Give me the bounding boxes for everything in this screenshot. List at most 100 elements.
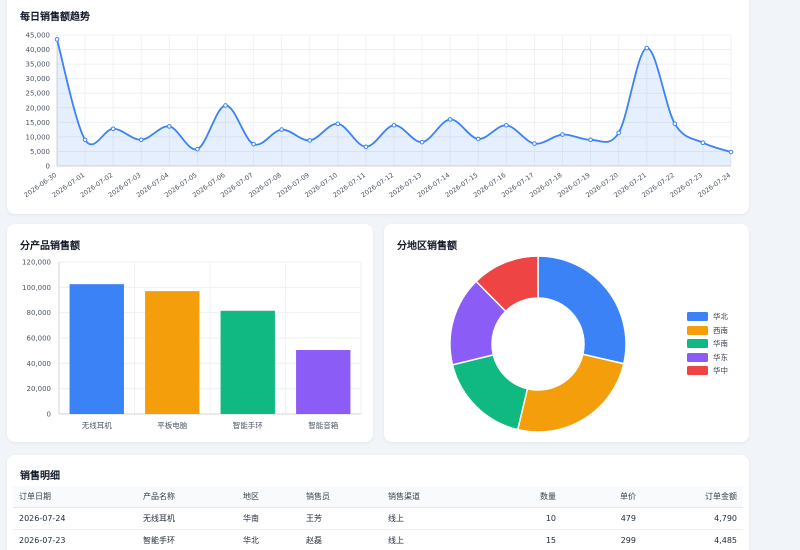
sales-area-fill xyxy=(57,39,731,166)
y-tick-label: 100,000 xyxy=(22,284,51,292)
table-row[interactable]: 2026-07-23 智能手环 华北 赵磊 线上 15 299 4,485 xyxy=(13,529,743,550)
cell-channel: 线上 xyxy=(382,507,492,530)
data-point xyxy=(728,149,734,155)
product-sales-title: 分产品销售额 xyxy=(20,241,80,252)
y-tick-label: 25,000 xyxy=(26,90,51,98)
legend-label: 华北 xyxy=(713,312,728,322)
legend-swatch xyxy=(687,325,708,335)
y-tick-label: 15,000 xyxy=(26,119,51,127)
bar xyxy=(220,310,275,414)
product-sales-bar-chart: 0 20,000 40,000 60,000 80,000 100,000 120,000 无… xyxy=(22,259,362,430)
column-header-order-date[interactable]: 订单日期 xyxy=(13,486,137,508)
cell-salesperson: 王芳 xyxy=(300,507,382,530)
legend-label: 华南 xyxy=(713,339,728,349)
x-tick-label: 智能音箱 xyxy=(308,420,338,430)
y-tick-label: 20,000 xyxy=(27,385,52,393)
cell-order-date: 2026-07-24 xyxy=(13,507,137,530)
data-point xyxy=(475,136,481,142)
y-tick-label: 120,000 xyxy=(22,259,51,267)
data-point xyxy=(195,146,200,152)
data-point xyxy=(167,124,172,129)
data-point xyxy=(672,121,678,127)
legend-label: 西南 xyxy=(713,325,728,335)
daily-sales-trend-chart: 0 5,000 10,000 15,000 20,000 25,000 30,000 35,0… xyxy=(23,32,734,199)
data-point xyxy=(644,45,650,51)
bar xyxy=(296,350,351,414)
cell-product: 智能手环 xyxy=(137,529,237,550)
column-header-quantity[interactable]: 数量 xyxy=(492,486,562,508)
legend-swatch xyxy=(687,339,708,349)
column-header-order-amount[interactable]: 订单金额 xyxy=(642,486,743,508)
data-point xyxy=(279,127,284,132)
legend-item[interactable]: 西南 xyxy=(687,324,728,338)
data-point xyxy=(504,122,509,128)
daily-sales-trend-card: 每日销售额趋势 0 5,000 10,000 15,000 20,000 25,000 30… xyxy=(7,0,749,214)
y-tick-label: 5,000 xyxy=(30,148,50,156)
x-tick-label: 无线耳机 xyxy=(82,420,112,430)
legend-label: 华中 xyxy=(713,366,728,376)
region-sales-card: 分地区销售额 华北 西南 华南 华东 华中 xyxy=(384,224,749,442)
y-tick-label: 45,000 xyxy=(26,32,51,40)
donut-slice xyxy=(451,353,529,431)
cell-region: 华北 xyxy=(237,529,300,550)
sales-detail-card: 销售明细 订单日期 产品名称 地区 销售员 销售渠道 数量 单价 订单金额 20… xyxy=(7,455,749,550)
donut-slice xyxy=(537,255,627,365)
data-point xyxy=(363,144,369,150)
cell-order-amount: 4,790 xyxy=(642,507,743,530)
data-point xyxy=(700,140,706,146)
daily-sales-trend-title: 每日销售额趋势 xyxy=(20,12,90,23)
cell-salesperson: 赵磊 xyxy=(300,529,382,550)
data-point xyxy=(616,130,621,136)
y-tick-label: 80,000 xyxy=(27,309,52,317)
region-sales-title: 分地区销售额 xyxy=(397,241,457,252)
cell-quantity: 15 xyxy=(492,529,562,550)
sales-detail-title: 销售明细 xyxy=(20,471,60,482)
data-point xyxy=(588,137,593,143)
cell-unit-price: 479 xyxy=(562,507,642,530)
legend-item[interactable]: 华北 xyxy=(687,310,728,324)
column-header-salesperson[interactable]: 销售员 xyxy=(300,486,382,508)
y-tick-label: 40,000 xyxy=(27,360,52,368)
bar xyxy=(145,291,200,414)
column-header-region[interactable]: 地区 xyxy=(237,486,300,508)
data-point xyxy=(560,132,565,137)
y-tick-label: 30,000 xyxy=(26,75,51,83)
legend-swatch xyxy=(687,312,708,322)
legend-item[interactable]: 华南 xyxy=(687,337,728,351)
table-row[interactable]: 2026-07-24 无线耳机 华南 王芳 线上 10 479 4,790 xyxy=(13,507,743,530)
legend-item[interactable]: 华中 xyxy=(687,364,728,378)
x-tick-label: 智能手环 xyxy=(233,420,263,430)
cell-order-date: 2026-07-23 xyxy=(13,529,137,550)
cell-region: 华南 xyxy=(237,507,300,530)
data-point xyxy=(110,126,116,132)
y-tick-label: 60,000 xyxy=(27,335,52,343)
y-tick-label: 20,000 xyxy=(26,104,51,112)
region-legend: 华北 西南 华南 华东 华中 xyxy=(687,310,728,378)
data-point xyxy=(138,137,144,143)
bar xyxy=(69,284,124,414)
product-sales-card: 分产品销售额 0 20,000 40,000 60,000 80,000 100,000 1… xyxy=(7,224,373,442)
data-point xyxy=(307,138,313,143)
data-point xyxy=(532,141,537,146)
data-point xyxy=(251,141,256,147)
column-header-channel[interactable]: 销售渠道 xyxy=(382,486,492,508)
cell-quantity: 10 xyxy=(492,507,562,530)
donut-slice xyxy=(475,255,539,313)
data-point xyxy=(391,122,397,128)
column-header-product[interactable]: 产品名称 xyxy=(137,486,237,508)
legend-label: 华东 xyxy=(713,352,728,362)
y-tick-label: 0 xyxy=(47,411,51,419)
data-point xyxy=(447,117,453,122)
x-tick-label: 平板电脑 xyxy=(157,420,187,430)
cell-channel: 线上 xyxy=(382,529,492,550)
sales-detail-table: 订单日期 产品名称 地区 销售员 销售渠道 数量 单价 订单金额 2026-07… xyxy=(13,486,743,550)
legend-swatch xyxy=(687,352,708,362)
data-point xyxy=(335,121,341,127)
cell-unit-price: 299 xyxy=(562,529,642,550)
data-point xyxy=(54,37,60,42)
column-header-unit-price[interactable]: 单价 xyxy=(562,486,642,508)
y-tick-label: 10,000 xyxy=(26,133,51,141)
legend-item[interactable]: 华东 xyxy=(687,351,728,365)
data-point xyxy=(419,139,425,145)
cell-product: 无线耳机 xyxy=(137,507,237,530)
